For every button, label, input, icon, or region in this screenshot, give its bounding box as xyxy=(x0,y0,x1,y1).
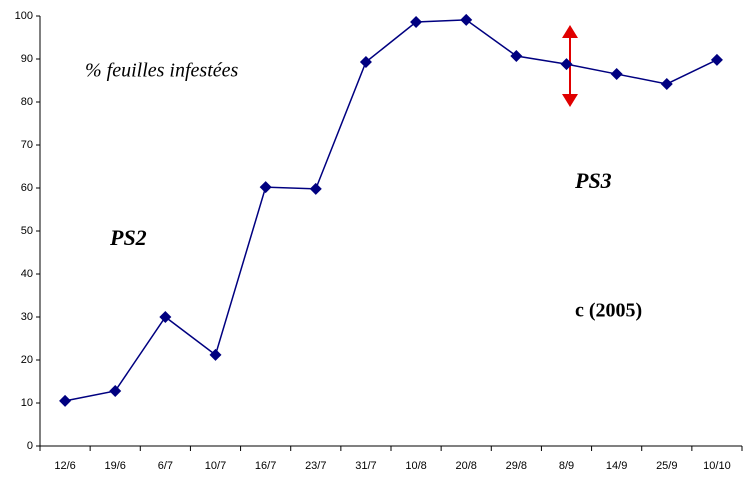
annotation: c (2005) xyxy=(575,300,642,322)
marker xyxy=(410,16,423,29)
marker xyxy=(259,181,272,194)
marker xyxy=(510,49,523,62)
series-line xyxy=(64,19,718,402)
x-tick-label: 10/7 xyxy=(205,460,226,472)
x-tick-label: 10/8 xyxy=(405,460,426,472)
marker xyxy=(209,348,222,361)
marker xyxy=(309,182,322,195)
annotation: % feuilles infestées xyxy=(85,60,239,82)
marker xyxy=(359,56,372,69)
x-tick-label: 12/6 xyxy=(54,460,75,472)
y-tick-label: 40 xyxy=(21,268,33,280)
x-tick-label: 8/9 xyxy=(559,460,574,472)
marker xyxy=(710,53,723,66)
y-tick-label: 60 xyxy=(21,182,33,194)
marker xyxy=(59,394,72,407)
x-tick-label: 6/7 xyxy=(158,460,173,472)
marker xyxy=(109,384,122,397)
y-tick-label: 50 xyxy=(21,225,33,237)
x-tick-label: 31/7 xyxy=(355,460,376,472)
x-tick-label: 10/10 xyxy=(703,460,731,472)
x-tick-label: 19/6 xyxy=(105,460,126,472)
marker xyxy=(560,58,573,71)
y-tick-label: 20 xyxy=(21,354,33,366)
y-tick-label: 0 xyxy=(27,440,33,452)
y-tick-label: 90 xyxy=(21,53,33,65)
y-tick-label: 80 xyxy=(21,96,33,108)
marker xyxy=(610,68,623,81)
x-tick-label: 20/8 xyxy=(456,460,477,472)
x-tick-label: 23/7 xyxy=(305,460,326,472)
y-tick-label: 10 xyxy=(21,397,33,409)
y-tick-label: 100 xyxy=(15,10,33,22)
marker xyxy=(159,311,172,323)
marker xyxy=(460,13,473,26)
y-tick-label: 70 xyxy=(21,139,33,151)
x-tick-label: 25/9 xyxy=(656,460,677,472)
annotation: PS3 xyxy=(574,168,612,193)
marker xyxy=(660,77,673,90)
x-tick-label: 16/7 xyxy=(255,460,276,472)
x-tick-label: 29/8 xyxy=(506,460,527,472)
y-tick-label: 30 xyxy=(21,311,33,323)
x-tick-label: 14/9 xyxy=(606,460,627,472)
annotation: PS2 xyxy=(109,225,147,250)
